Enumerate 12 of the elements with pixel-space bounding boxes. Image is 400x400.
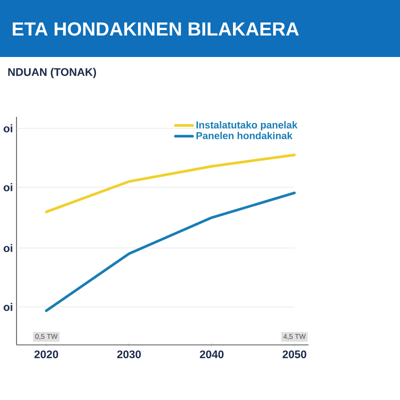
ref-line-label: oi — [4, 183, 12, 192]
x-tick-label: 2040 — [200, 350, 224, 358]
ref-line-label: oi — [4, 124, 12, 132]
x-tick-label: 2030 — [117, 350, 141, 358]
legend-label: Instalatutako panelak — [196, 121, 298, 130]
ref-line-label: oi — [4, 302, 12, 311]
chart-subtitle: NDUAN (TONAK) — [8, 68, 96, 78]
x-tick-label: 2020 — [34, 350, 58, 358]
x-tick-label: 2050 — [282, 350, 306, 358]
legend-label: Panelen hondakinak — [196, 132, 292, 140]
chart-title: ETA HONDAKINEN BILAKAERA — [12, 22, 299, 36]
ref-line-label: oi — [4, 244, 12, 252]
